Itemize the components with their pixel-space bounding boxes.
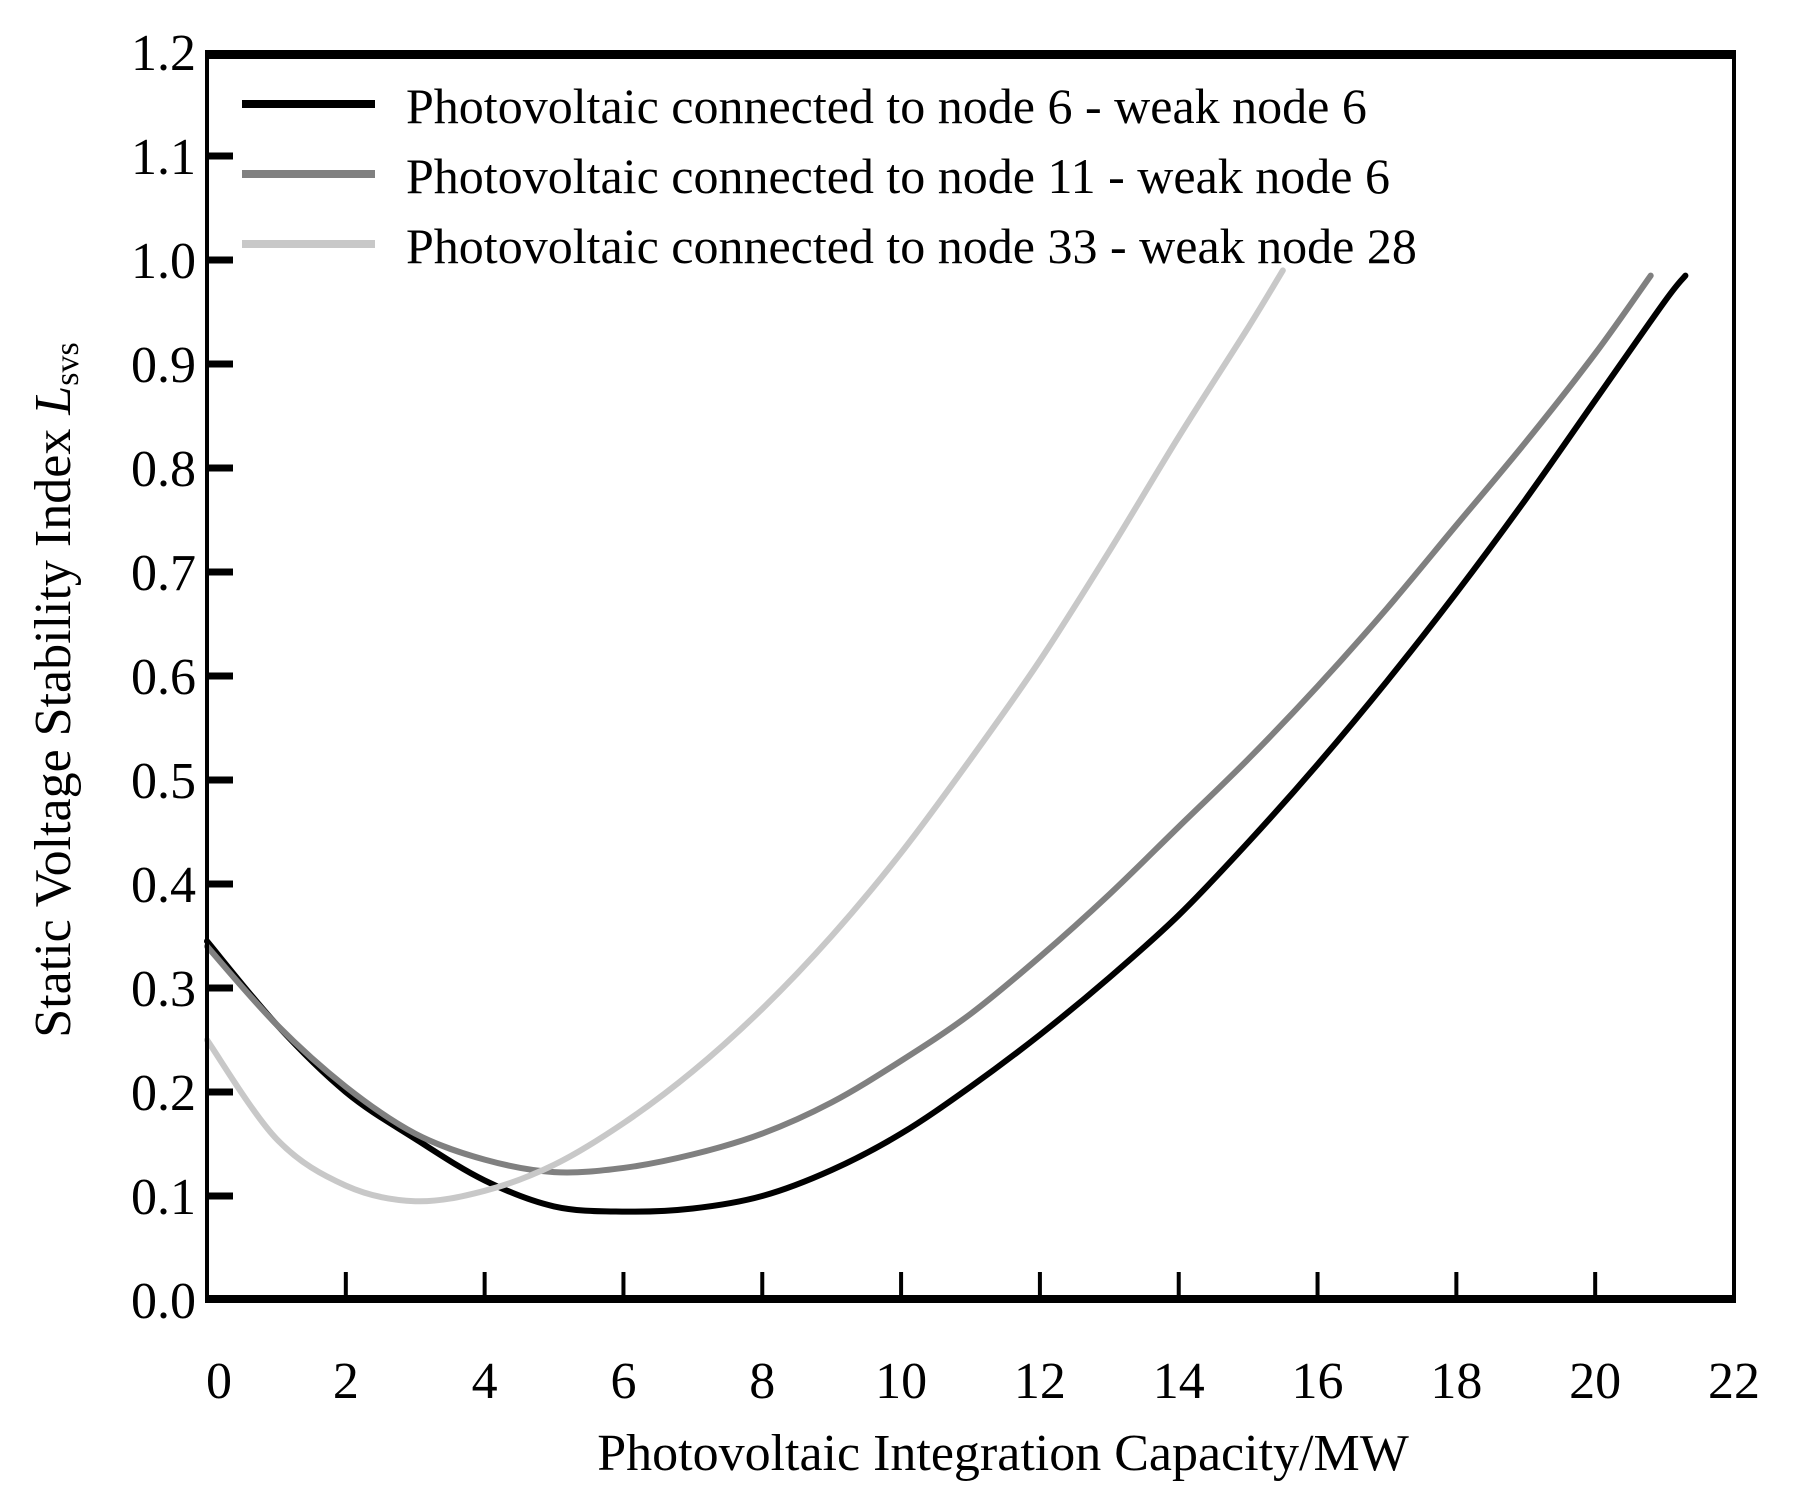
y-axis-label: Static Voltage Stability Index Lsvs xyxy=(25,342,86,1037)
y-tick-label: 0.5 xyxy=(131,753,196,810)
y-tick-label: 0.9 xyxy=(131,337,196,394)
y-tick-label: 0.4 xyxy=(131,857,196,914)
y-tick-label: 0.7 xyxy=(131,545,196,602)
y-tick-label: 0.2 xyxy=(131,1065,196,1122)
x-axis-label: Photovoltaic Integration Capacity/MW xyxy=(597,1425,1409,1482)
legend-label-2: Photovoltaic connected to node 11 - weak… xyxy=(406,148,1390,204)
legend-label-1: Photovoltaic connected to node 6 - weak … xyxy=(406,78,1367,134)
y-axis-label-subscript: svs xyxy=(49,342,86,385)
series-line-2 xyxy=(204,272,1654,1176)
series-line-1 xyxy=(204,272,1689,1215)
y-axis-label-symbol: L xyxy=(25,386,82,416)
x-tick-label: 4 xyxy=(472,1353,498,1410)
y-tick-label: 0.8 xyxy=(131,441,196,498)
x-tick-label: 18 xyxy=(1430,1353,1482,1410)
x-tick-label: 10 xyxy=(875,1353,927,1410)
x-tick-label: 0 xyxy=(206,1353,232,1410)
x-tick-label: 16 xyxy=(1292,1353,1344,1410)
x-ticks: 0 2 4 6 8 10 12 14 16 18 20 22 xyxy=(206,1272,1760,1410)
y-tick-label: 1.1 xyxy=(131,129,196,186)
legend-label-3: Photovoltaic connected to node 33 - weak… xyxy=(406,218,1417,274)
y-tick-label: 0.6 xyxy=(131,649,196,706)
x-tick-label: 12 xyxy=(1014,1353,1066,1410)
x-tick-label: 6 xyxy=(610,1353,636,1410)
series-lines xyxy=(204,267,1689,1215)
y-tick-label: 0.0 xyxy=(131,1273,196,1330)
y-tick-label: 1.0 xyxy=(131,233,196,290)
y-axis-label-text: Static Voltage Stability Index xyxy=(25,429,82,1038)
x-tick-label: 2 xyxy=(333,1353,359,1410)
legend: Photovoltaic connected to node 6 - weak … xyxy=(242,78,1417,274)
y-tick-label: 1.2 xyxy=(131,25,196,82)
x-tick-label: 14 xyxy=(1153,1353,1205,1410)
x-tick-label: 8 xyxy=(749,1353,775,1410)
series-line-3 xyxy=(204,267,1286,1205)
y-tick-label: 0.3 xyxy=(131,961,196,1018)
x-tick-label: 20 xyxy=(1569,1353,1621,1410)
x-tick-label: 22 xyxy=(1708,1353,1760,1410)
y-tick-label: 0.1 xyxy=(131,1169,196,1226)
y-ticks: 0.0 0.1 0.2 0.3 0.4 0.5 0.6 0.7 0.8 0.9 1.0 1.1 1.2 xyxy=(131,25,233,1330)
